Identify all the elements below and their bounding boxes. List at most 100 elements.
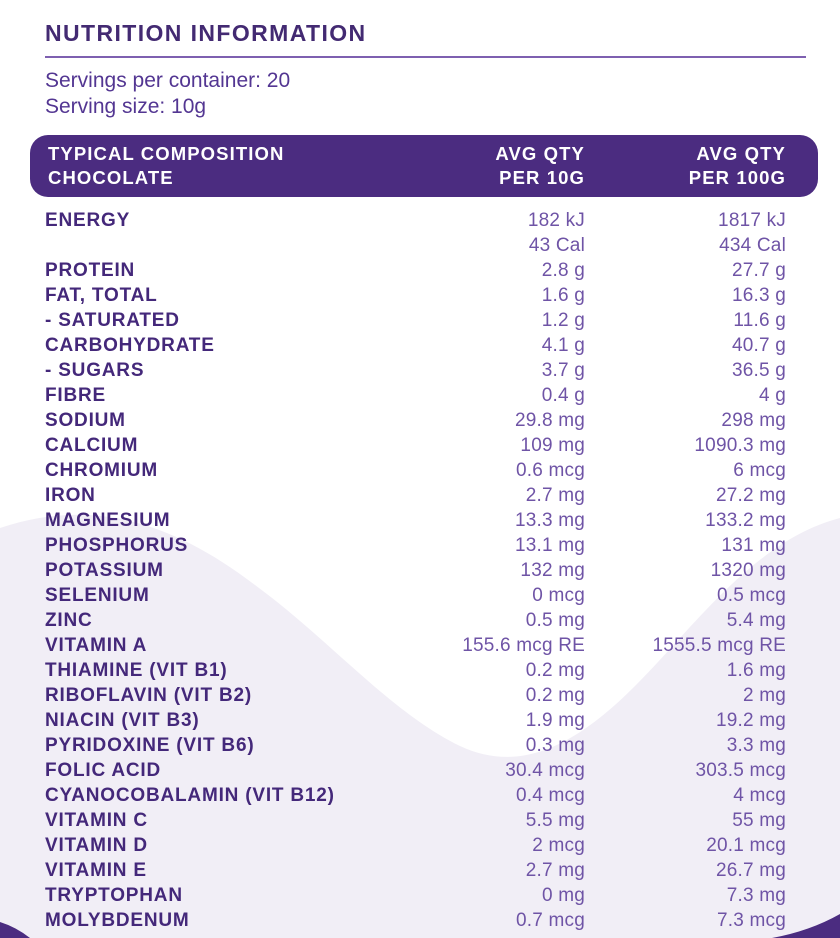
qty-per-10g: 1.6 g <box>541 285 585 306</box>
servings-per-container: Servings per container: 20 <box>45 69 291 92</box>
qty-per-10g: 0 mg <box>541 885 585 906</box>
header-per-10g-column: AVG QTY PER 10g <box>495 143 585 188</box>
table-row: CHROMIUM 0.6 mcg 6 mcg <box>45 458 786 483</box>
qty-per-100g: 4 g <box>758 385 786 406</box>
qty-per-100g: 0.5 mcg <box>717 585 786 606</box>
qty-per-10g: 0.7 mcg <box>516 910 585 931</box>
qty-per-100g: 16.3 g <box>731 285 786 306</box>
nutrient-label: CALCIUM <box>45 435 139 456</box>
table-row: PHOSPHORUS 13.1 mg 131 mg <box>45 533 786 558</box>
qty-per-100g: 2 mg <box>742 685 786 706</box>
nutrient-label: VITAMIN C <box>45 810 148 831</box>
qty-per-100g: 1320 mg <box>710 560 786 581</box>
qty-per-100g: 36.5 g <box>731 360 786 381</box>
nutrient-label: PHOSPHORUS <box>45 535 189 556</box>
qty-per-100g: 133.2 mg <box>705 510 786 531</box>
nutrient-label: - SUGARS <box>45 360 145 381</box>
table-row: VITAMIN C 5.5 mg 55 mg <box>45 808 786 833</box>
qty-per-100g: 3.3 mg <box>726 735 786 756</box>
qty-per-100g: 5.4 mg <box>726 610 786 631</box>
nutrient-label: FIBRE <box>45 385 106 406</box>
table-row: SELENIUM 0 mcg 0.5 mcg <box>45 583 786 608</box>
qty-per-10g: 0 mcg <box>532 585 585 606</box>
nutrient-label: CHROMIUM <box>45 460 158 481</box>
header-per-100g-column: AVG QTY PER 100g <box>688 143 786 188</box>
qty-per-10g: 13.3 mg <box>514 510 585 531</box>
table-row: CALCIUM 109 mg 1090.3 mg <box>45 433 786 458</box>
table-row: CARBOHYDRATE 4.1 g 40.7 g <box>45 333 786 358</box>
qty-per-10g: 43 Cal <box>528 235 585 256</box>
nutrient-label: VITAMIN E <box>45 860 147 881</box>
qty-per-100g: 26.7 mg <box>715 860 786 881</box>
qty-per-100g: 6 mcg <box>733 460 786 481</box>
nutrient-label: NIACIN (VIT B3) <box>45 710 200 731</box>
qty-per-10g: 2.7 mg <box>525 485 585 506</box>
nutrient-label: ZINC <box>45 610 93 631</box>
qty-per-10g: 0.5 mg <box>525 610 585 631</box>
qty-per-10g: 5.5 mg <box>525 810 585 831</box>
nutrient-label: ENERGY <box>45 210 131 231</box>
table-row: VITAMIN D 2 mcg 20.1 mcg <box>45 833 786 858</box>
qty-per-10g: 2.8 g <box>541 260 585 281</box>
table-row: CYANOCOBALAMIN (VIT B12) 0.4 mcg 4 mcg <box>45 783 786 808</box>
qty-per-10g: 0.6 mcg <box>516 460 585 481</box>
table-row: ZINC 0.5 mg 5.4 mg <box>45 608 786 633</box>
qty-per-10g: 13.1 mg <box>514 535 585 556</box>
table-row: ENERGY 182 kJ 1817 kJ <box>45 208 786 233</box>
table-row: FIBRE 0.4 g 4 g <box>45 383 786 408</box>
qty-per-100g: 55 mg <box>732 810 786 831</box>
qty-per-10g: 182 kJ <box>527 210 585 231</box>
table-row: - SUGARS 3.7 g 36.5 g <box>45 358 786 383</box>
nutrient-label: PROTEIN <box>45 260 136 281</box>
table-row: MAGNESIUM 13.3 mg 133.2 mg <box>45 508 786 533</box>
qty-per-10g: 0.2 mg <box>525 660 585 681</box>
serving-size: Serving size: 10g <box>45 95 207 118</box>
qty-per-10g: 132 mg <box>520 560 585 581</box>
nutrient-label: VITAMIN D <box>45 835 148 856</box>
table-row: SODIUM 29.8 mg 298 mg <box>45 408 786 433</box>
table-row: VITAMIN A 155.6 mcg RE 1555.5 mcg RE <box>45 633 786 658</box>
table-row: TRYPTOPHAN 0 mg 7.3 mg <box>45 883 786 908</box>
qty-per-100g: 131 mg <box>721 535 786 556</box>
nutrient-label: THIAMINE (VIT B1) <box>45 660 228 681</box>
table-row: POTASSIUM 132 mg 1320 mg <box>45 558 786 583</box>
nutrient-label: MOLYBDENUM <box>45 910 190 931</box>
nutrient-label: SODIUM <box>45 410 126 431</box>
nutrient-table: ENERGY 182 kJ 1817 kJ 43 Cal 434 Cal PRO… <box>45 208 786 933</box>
nutrient-label: SELENIUM <box>45 585 150 606</box>
table-row: THIAMINE (VIT B1) 0.2 mg 1.6 mg <box>45 658 786 683</box>
qty-per-100g: 19.2 mg <box>715 710 786 731</box>
qty-per-100g: 11.6 g <box>733 310 786 331</box>
qty-per-100g: 40.7 g <box>731 335 786 356</box>
qty-per-100g: 1090.3 mg <box>694 435 786 456</box>
nutrient-label: VITAMIN A <box>45 635 148 656</box>
bottom-right-corner-accent <box>772 914 840 938</box>
qty-per-10g: 30.4 mcg <box>505 760 585 781</box>
title-divider <box>45 56 806 58</box>
table-row: RIBOFLAVIN (VIT B2) 0.2 mg 2 mg <box>45 683 786 708</box>
qty-per-100g: 303.5 mcg <box>695 760 786 781</box>
qty-per-10g: 2.7 mg <box>525 860 585 881</box>
table-row: PROTEIN 2.8 g 27.7 g <box>45 258 786 283</box>
qty-per-100g: 1.6 mg <box>726 660 786 681</box>
qty-per-10g: 4.1 g <box>541 335 585 356</box>
nutrient-label: PYRIDOXINE (VIT B6) <box>45 735 255 756</box>
nutrient-label: FOLIC ACID <box>45 760 162 781</box>
qty-per-100g: 20.1 mcg <box>706 835 786 856</box>
qty-per-10g: 0.3 mg <box>525 735 585 756</box>
qty-per-10g: 1.2 g <box>541 310 585 331</box>
nutrient-label: TRYPTOPHAN <box>45 885 183 906</box>
table-row: 43 Cal 434 Cal <box>45 233 786 258</box>
qty-per-10g: 29.8 mg <box>514 410 585 431</box>
qty-per-100g: 434 Cal <box>719 235 786 256</box>
nutrient-label: MAGNESIUM <box>45 510 171 531</box>
table-row: MOLYBDENUM 0.7 mcg 7.3 mcg <box>45 908 786 933</box>
serving-info: Servings per container: 20 Serving size:… <box>45 68 806 120</box>
table-row: IRON 2.7 mg 27.2 mg <box>45 483 786 508</box>
qty-per-100g: 1817 kJ <box>718 210 786 231</box>
qty-per-100g: 7.3 mcg <box>717 910 786 931</box>
nutrient-label: POTASSIUM <box>45 560 164 581</box>
table-header-bar: TYPICAL COMPOSITION CHOCOLATE AVG QTY PE… <box>30 135 818 197</box>
